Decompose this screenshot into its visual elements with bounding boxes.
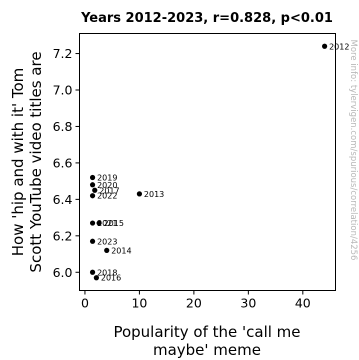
x-tick-label: 10 [131, 296, 147, 311]
watermark-text: More info: tylervigen.com/spurious/corre… [348, 40, 358, 261]
x-tick-label: 40 [295, 296, 311, 311]
y-tick-label: 6.2 [53, 228, 73, 243]
x-tick-label: 30 [240, 296, 256, 311]
y-axis-label-line-1: How 'hip and with it' Tom [9, 68, 27, 257]
y-tick-label: 6.0 [53, 265, 73, 280]
data-point-label: 2015 [104, 219, 124, 228]
data-point-label: 2013 [144, 190, 164, 199]
y-axis: 6.0 6.2 6.4 6.6 6.8 7.0 7.2 [53, 46, 80, 280]
data-point [92, 187, 98, 193]
data-point-label: 2016 [101, 274, 121, 283]
data-point [89, 182, 96, 188]
data-point [104, 247, 110, 254]
data-point [136, 191, 143, 197]
x-axis: 0 10 20 30 40 [81, 290, 311, 311]
y-tick-label: 7.2 [53, 46, 73, 61]
data-point-label: 2019 [97, 173, 117, 182]
x-axis-label-line-2: maybe' meme [153, 341, 261, 359]
data-point-label: 2012 [329, 42, 349, 51]
data-point-label: 2020 [97, 181, 117, 190]
x-tick-label: 20 [186, 296, 202, 311]
data-point-label: 2023 [97, 237, 117, 246]
data-point-label: 2018 [97, 268, 117, 277]
y-tick-label: 6.6 [53, 155, 73, 170]
y-axis-label-line-2: Scott YouTube video titles are [27, 51, 45, 272]
data-point [89, 269, 96, 275]
data-point-label: 2021 [97, 219, 117, 228]
y-tick-label: 6.4 [53, 192, 73, 207]
data-point [89, 193, 96, 199]
data-point-label: 2017 [99, 186, 119, 195]
data-point [96, 220, 102, 226]
data-point [89, 174, 96, 181]
x-axis-label-line-1: Popularity of the 'call me [113, 323, 300, 341]
chart-title: Years 2012-2023, r=0.828, p<0.01 [80, 11, 333, 26]
data-point [89, 220, 96, 226]
y-tick-label: 7.0 [53, 83, 73, 98]
data-point [89, 238, 96, 244]
y-tick-label: 6.8 [53, 119, 73, 134]
x-tick-label: 0 [81, 296, 89, 311]
data-point-label: 2022 [97, 192, 117, 201]
data-point [322, 43, 328, 49]
data-point-label: 2014 [111, 246, 131, 255]
data-point [93, 275, 99, 281]
plot-area-frame [79, 33, 336, 291]
